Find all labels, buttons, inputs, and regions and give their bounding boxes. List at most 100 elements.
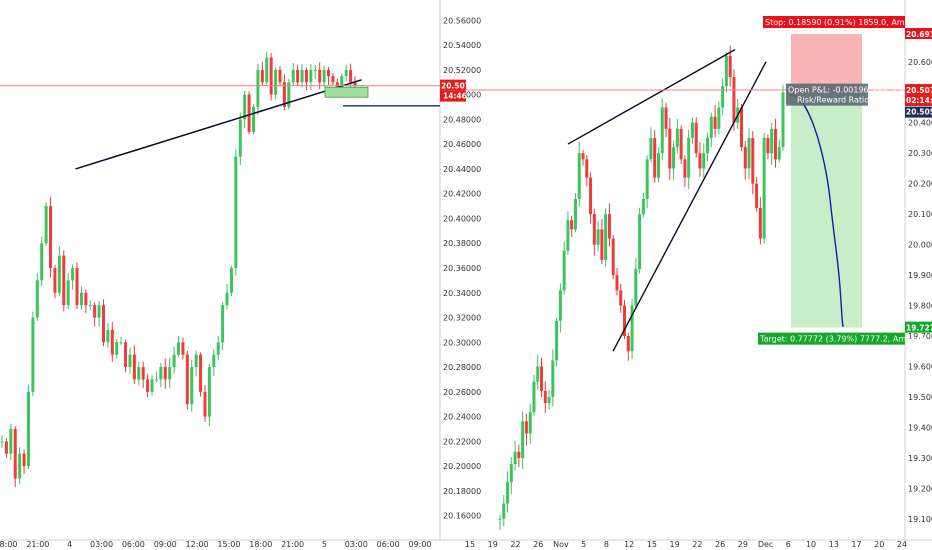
candle-body xyxy=(566,220,570,251)
candle-body xyxy=(132,354,136,380)
candle-body xyxy=(260,69,264,83)
candle-body xyxy=(177,342,180,355)
left-y-tick-label: 20.22000 xyxy=(443,437,481,446)
candle-body xyxy=(634,269,638,306)
candle-body xyxy=(309,69,313,83)
candle-body xyxy=(243,94,247,120)
candle-body xyxy=(547,396,551,404)
right-y-tick-label: 20.20000 xyxy=(908,180,932,189)
candle-body xyxy=(313,69,317,71)
left-x-tick-label: 03:00 xyxy=(345,540,368,549)
right-x-tick-label: 22 xyxy=(692,540,702,549)
left-trendline[interactable] xyxy=(75,79,362,170)
right-y-tick-label: 20.60000 xyxy=(908,58,932,67)
right-y-tick-label: 19.80000 xyxy=(908,302,932,311)
risk-zone[interactable] xyxy=(791,33,862,91)
candle-body xyxy=(766,137,770,154)
candle-body xyxy=(581,153,585,160)
candle-body xyxy=(216,342,220,355)
candle-body xyxy=(291,69,295,83)
candle-body xyxy=(668,128,672,169)
candle-body xyxy=(35,280,39,318)
channel-lower-line[interactable] xyxy=(612,61,767,352)
entry-price-badge-text: 20.50534 xyxy=(906,108,932,117)
candle-body xyxy=(555,320,559,361)
right-x-tick-label: 26 xyxy=(715,540,725,549)
candle-body xyxy=(589,177,593,215)
candle-body xyxy=(318,69,322,83)
candle-body xyxy=(709,116,713,138)
left-y-tick-label: 20.48000 xyxy=(443,115,481,124)
channel-upper-line[interactable] xyxy=(567,49,736,145)
left-x-tick-label: 5 xyxy=(322,540,327,549)
candle-body xyxy=(540,366,544,391)
candle-body xyxy=(75,268,79,306)
right-x-tick-label: 20 xyxy=(874,540,884,549)
candle-body xyxy=(781,92,785,148)
candle-body xyxy=(558,290,562,321)
candle-body xyxy=(110,329,114,355)
candle-body xyxy=(207,367,211,417)
candle-body xyxy=(265,57,269,83)
candle-body xyxy=(353,82,357,86)
right-x-tick-label: 13 xyxy=(829,540,839,549)
candle-body xyxy=(687,137,691,178)
right-x-tick-label: 17 xyxy=(851,540,861,549)
candle-body xyxy=(225,292,229,306)
stop-price-badge-text: 20.69124 xyxy=(906,30,932,39)
candle-body xyxy=(22,453,26,467)
left-chart-panel[interactable]: 20.5600020.5400020.5200020.5000020.48000… xyxy=(0,0,481,549)
left-y-tick-label: 20.26000 xyxy=(443,388,481,397)
candle-body xyxy=(199,354,203,392)
reward-zone[interactable] xyxy=(791,90,862,328)
right-y-tick-label: 19.50000 xyxy=(908,393,932,402)
left-x-tick-label: 15:00 xyxy=(217,540,240,549)
last-price-badge xyxy=(905,84,932,96)
candle-body xyxy=(641,198,645,215)
candle-body xyxy=(31,317,35,392)
left-y-tick-label: 20.30000 xyxy=(443,338,481,347)
right-x-tick-label: 19 xyxy=(670,540,680,549)
candle-body xyxy=(585,159,589,178)
candle-body xyxy=(229,268,233,293)
candle-body xyxy=(509,464,513,483)
left-x-tick-label: 18:00 xyxy=(0,540,18,549)
candle-body xyxy=(221,305,225,343)
left-countdown-text: 14:46 xyxy=(443,92,467,101)
signal-box[interactable] xyxy=(324,86,369,98)
right-x-tick-label: Nov xyxy=(553,540,569,549)
left-y-tick-label: 20.52000 xyxy=(443,66,481,75)
candle-body xyxy=(694,122,698,154)
candle-body xyxy=(690,122,694,138)
candle-body xyxy=(238,119,242,157)
candle-body xyxy=(282,82,286,108)
candle-body xyxy=(513,451,517,465)
right-x-tick-label: 26 xyxy=(533,540,543,549)
candle-body xyxy=(672,147,676,169)
right-chart-panel[interactable]: 20.6000020.5000020.4000020.3000020.20000… xyxy=(465,0,932,549)
candle-body xyxy=(190,367,194,405)
right-x-tick-label: 6 xyxy=(786,540,791,549)
candle-body xyxy=(349,69,353,83)
candle-body xyxy=(675,128,679,148)
left-y-tick-label: 20.42000 xyxy=(443,190,481,199)
candle-body xyxy=(287,82,291,108)
right-x-tick-label: 24 xyxy=(897,540,907,549)
candle-body xyxy=(630,305,634,352)
left-x-tick-label: 06:00 xyxy=(122,540,145,549)
candle-body xyxy=(732,77,736,123)
candle-body xyxy=(194,354,198,368)
candle-body xyxy=(615,275,619,291)
projection-curve[interactable] xyxy=(789,94,844,328)
rr-label-text: Risk/Reward Ratio: 4.18 xyxy=(797,96,892,105)
candle-body xyxy=(269,57,273,95)
left-x-tick-label: 21:00 xyxy=(281,540,304,549)
candle-body xyxy=(536,366,540,382)
left-price-badge xyxy=(440,79,466,91)
candle-body xyxy=(770,128,774,154)
right-y-tick-label: 20.10000 xyxy=(908,210,932,219)
candle-body xyxy=(626,336,630,352)
left-x-tick-label: 21:00 xyxy=(26,540,49,549)
left-x-tick-label: 09:00 xyxy=(408,540,431,549)
